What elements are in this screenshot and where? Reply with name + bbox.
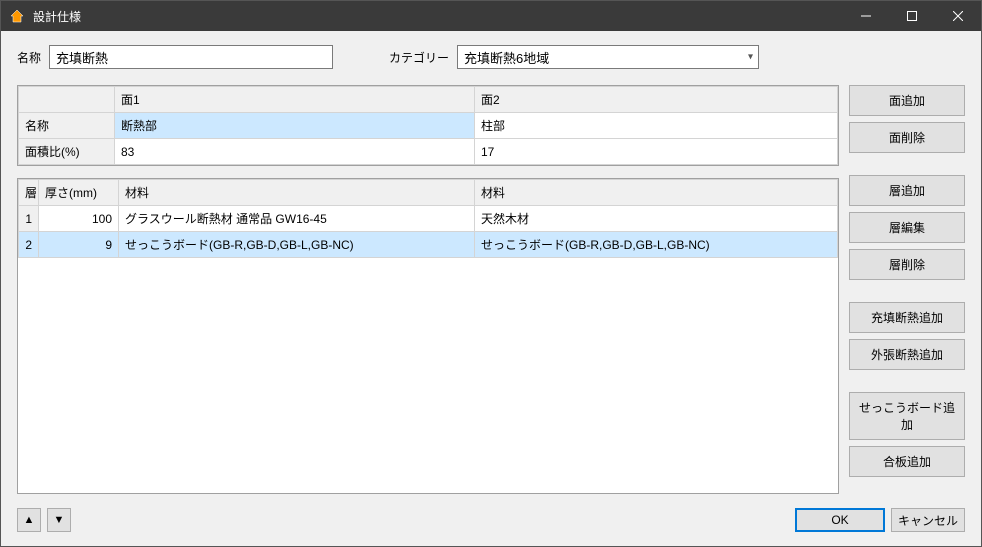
ok-button[interactable]: OK xyxy=(795,508,885,532)
form-row: 名称 カテゴリー ▾ xyxy=(17,45,965,69)
cell-material2[interactable]: 天然木材 xyxy=(475,206,838,232)
cell-material1[interactable]: せっこうボード(GB-R,GB-D,GB-L,GB-NC) xyxy=(119,232,475,258)
category-select[interactable] xyxy=(457,45,759,69)
app-icon xyxy=(9,8,25,24)
table-row[interactable]: 面積比(%) 83 17 xyxy=(19,139,838,165)
add-plywood-button[interactable]: 合板追加 xyxy=(849,446,965,477)
row-header: 面積比(%) xyxy=(19,139,115,165)
add-external-insulation-button[interactable]: 外張断熱追加 xyxy=(849,339,965,370)
cancel-button[interactable]: キャンセル xyxy=(891,508,965,532)
table-row[interactable]: 2 9 せっこうボード(GB-R,GB-D,GB-L,GB-NC) せっこうボー… xyxy=(19,232,838,258)
header-face1[interactable]: 面1 xyxy=(115,87,475,113)
window: 設計仕様 名称 カテゴリー ▾ xyxy=(0,0,982,547)
cell-material1[interactable]: グラスウール断熱材 通常品 GW16-45 xyxy=(119,206,475,232)
main-area: 面1 面2 名称 断熱部 柱部 面積比(%) 83 17 xyxy=(17,85,965,494)
spacer xyxy=(849,376,965,386)
name-input[interactable] xyxy=(49,45,333,69)
cell-thickness[interactable]: 9 xyxy=(39,232,119,258)
header-material2[interactable]: 材料 xyxy=(475,180,838,206)
header-layer: 層 xyxy=(19,180,39,206)
faces-table[interactable]: 面1 面2 名称 断熱部 柱部 面積比(%) 83 17 xyxy=(17,85,839,166)
cell-face2-name[interactable]: 柱部 xyxy=(475,113,838,139)
table-row[interactable]: 1 100 グラスウール断熱材 通常品 GW16-45 天然木材 xyxy=(19,206,838,232)
row-header: 名称 xyxy=(19,113,115,139)
cell-layer-num: 1 xyxy=(19,206,39,232)
cell-face1-ratio[interactable]: 83 xyxy=(115,139,475,165)
add-face-button[interactable]: 面追加 xyxy=(849,85,965,116)
layers-table-wrap: 層 厚さ(mm) 材料 材料 1 100 グラスウール断熱材 通常品 GW16-… xyxy=(17,178,839,494)
bottom-row: ▲ ▼ OK キャンセル xyxy=(17,504,965,532)
maximize-button[interactable] xyxy=(889,1,935,31)
cell-thickness[interactable]: 100 xyxy=(39,206,119,232)
delete-face-button[interactable]: 面削除 xyxy=(849,122,965,153)
cell-face1-name[interactable]: 断熱部 xyxy=(115,113,475,139)
close-button[interactable] xyxy=(935,1,981,31)
window-title: 設計仕様 xyxy=(33,8,843,25)
table-header-row: 面1 面2 xyxy=(19,87,838,113)
cell-material2[interactable]: せっこうボード(GB-R,GB-D,GB-L,GB-NC) xyxy=(475,232,838,258)
category-select-wrap: ▾ xyxy=(457,45,759,69)
add-layer-button[interactable]: 層追加 xyxy=(849,175,965,206)
table-header-row: 層 厚さ(mm) 材料 材料 xyxy=(19,180,838,206)
edit-layer-button[interactable]: 層編集 xyxy=(849,212,965,243)
move-down-button[interactable]: ▼ xyxy=(47,508,71,532)
table-row[interactable]: 名称 断熱部 柱部 xyxy=(19,113,838,139)
cell-layer-num: 2 xyxy=(19,232,39,258)
tables-column: 面1 面2 名称 断熱部 柱部 面積比(%) 83 17 xyxy=(17,85,839,494)
titlebar: 設計仕様 xyxy=(1,1,981,31)
add-gypsum-button[interactable]: せっこうボード追加 xyxy=(849,392,965,440)
move-up-button[interactable]: ▲ xyxy=(17,508,41,532)
layers-table[interactable]: 層 厚さ(mm) 材料 材料 1 100 グラスウール断熱材 通常品 GW16-… xyxy=(18,179,838,258)
window-controls xyxy=(843,1,981,31)
header-blank xyxy=(19,87,115,113)
spacer xyxy=(849,159,965,169)
header-thickness[interactable]: 厚さ(mm) xyxy=(39,180,119,206)
spacer xyxy=(849,286,965,296)
add-fill-insulation-button[interactable]: 充填断熱追加 xyxy=(849,302,965,333)
content: 名称 カテゴリー ▾ 面1 面2 xyxy=(1,31,981,546)
name-label: 名称 xyxy=(17,49,41,66)
side-buttons: 面追加 面削除 層追加 層編集 層削除 充填断熱追加 外張断熱追加 せっこうボー… xyxy=(849,85,965,494)
header-material1[interactable]: 材料 xyxy=(119,180,475,206)
minimize-button[interactable] xyxy=(843,1,889,31)
category-label: カテゴリー xyxy=(389,49,449,66)
delete-layer-button[interactable]: 層削除 xyxy=(849,249,965,280)
cell-face2-ratio[interactable]: 17 xyxy=(475,139,838,165)
header-face2[interactable]: 面2 xyxy=(475,87,838,113)
